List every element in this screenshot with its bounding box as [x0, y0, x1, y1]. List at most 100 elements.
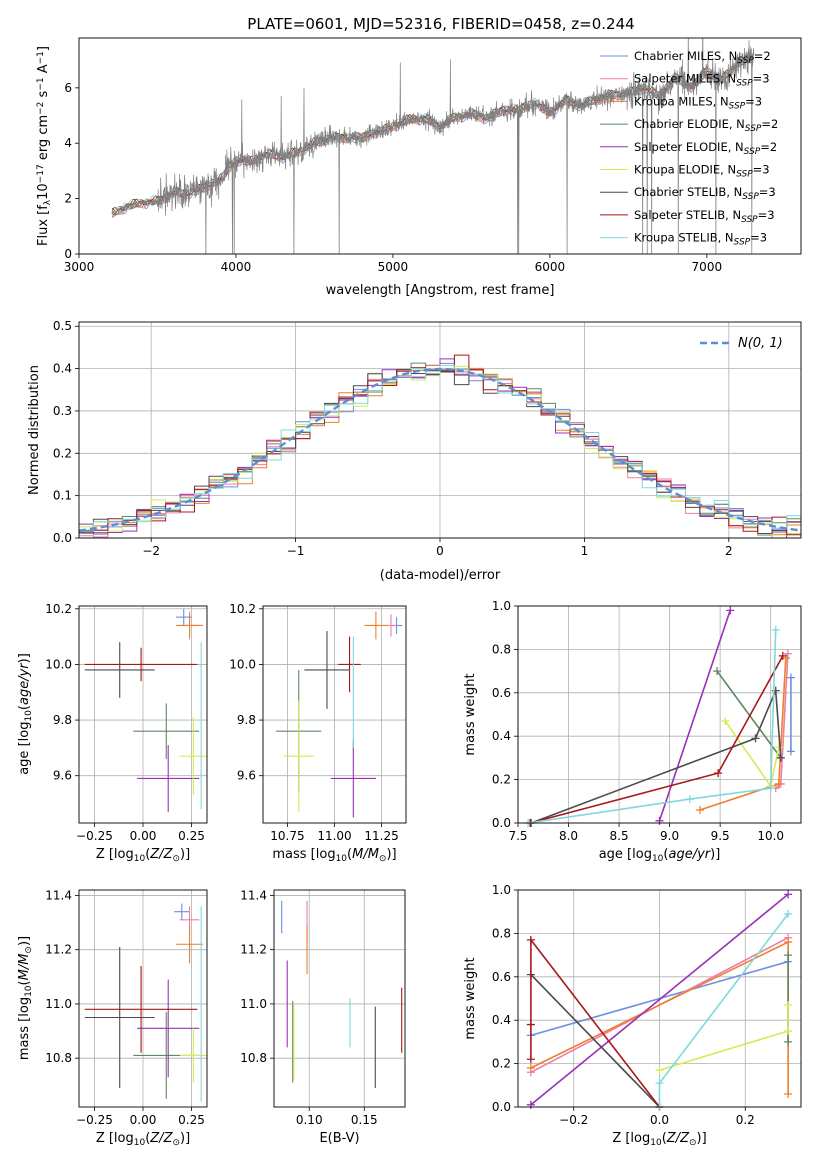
residuals-ytick-label: 0.2 — [53, 446, 72, 460]
massweight-vs-age-ylabel: mass weight — [463, 673, 478, 755]
age-vs-mass-ytick-label: 10.2 — [229, 602, 256, 616]
legend-entry-chab_stelib: Chabrier STELIB, NSSP=3 — [634, 185, 776, 202]
massweight-vs-Z-xtick-label: 0.2 — [736, 1113, 755, 1127]
age-vs-Z-ylabel-part: )] — [17, 653, 32, 663]
mass-vs-ebv-ytick-label: 11.0 — [240, 997, 267, 1011]
mass-vs-Z-ylabel: mass [log10(M/M⊙)] — [17, 936, 34, 1060]
age-vs-Z-xlabel-part: ⊙ — [172, 854, 180, 864]
massweight-vs-age-line-salp_elodie — [658, 610, 731, 822]
residuals-axes: −2 −1 0 1 2 0.0 0.1 0.2 0.3 0.4 0.5 — [53, 319, 801, 558]
legend-entry-chab_miles-part: SSP — [737, 56, 754, 66]
massweight-vs-age-ytick-label: 0.2 — [492, 773, 511, 787]
massweight-vs-Z-marker-krou_miles — [784, 1089, 793, 1098]
massweight-vs-age-ytick-label: 0.0 — [492, 816, 511, 830]
massweight-vs-age-marker-salp_stelib — [714, 769, 723, 778]
mass-vs-Z-ylabel-part: )] — [17, 936, 32, 946]
age-vs-mass-xlabel-part: mass [log — [272, 847, 335, 862]
mass-vs-ebv-frame — [273, 889, 406, 1108]
legend-entry-salp_miles-part: SSP — [736, 78, 753, 88]
massweight-vs-age-ytick-label: 0.6 — [492, 686, 511, 700]
spectrum-xlabel: wavelength [Angstrom, rest frame] — [326, 283, 555, 298]
residuals-ytick-label: 0.5 — [53, 319, 72, 333]
residuals-xlabel: (data-model)/error — [380, 568, 501, 583]
massweight-vs-age-xlabel-part: age/yr — [668, 847, 711, 862]
massweight-vs-Z-ytick-label: 0.2 — [492, 1057, 511, 1071]
massweight-vs-Z-xlabel-part: ⊙ — [689, 1138, 697, 1148]
massweight-vs-age-xlabel-part: ( — [663, 847, 668, 862]
legend-entry-chab_miles-part: =2 — [754, 49, 771, 63]
age-vs-Z-ylabel-part: age [log — [17, 722, 32, 775]
legend-entry-chab_elodie: Chabrier ELODIE, NSSP=2 — [634, 117, 778, 134]
age-vs-mass-xlabel-part: )] — [386, 847, 396, 862]
mass-vs-Z-xtick-label: 0.00 — [130, 1113, 157, 1127]
massweight-vs-Z-marker-krou_stelib — [784, 909, 793, 918]
massweight-vs-Z-ytick-label: 0.8 — [492, 926, 511, 940]
massweight-vs-Z-marker-salp_elodie — [784, 890, 793, 899]
spectrum-ylabel-part: −17 — [36, 164, 46, 183]
massweight-vs-age-marker-krou_elodie — [721, 717, 730, 726]
mass-vs-Z-xlabel-part: ( — [145, 1131, 150, 1146]
residuals-ylabel: Normed distribution — [27, 365, 42, 495]
age-vs-Z-xlabel: Z [log10(Z/Z⊙)] — [96, 847, 190, 864]
spectrum-ylabel-part: 10 — [36, 183, 51, 200]
age-vs-mass-xlabel-part: ( — [347, 847, 352, 862]
age-vs-Z-ylabel: age [log10(age/yr)] — [17, 653, 34, 775]
legend-entry-krou_miles: Kroupa MILES, NSSP=3 — [634, 94, 762, 111]
mass-vs-Z-ylabel-part: M/M — [17, 954, 32, 981]
residuals-ytick-label: 0.0 — [53, 531, 72, 545]
mass-vs-Z-xlabel-part: Z [log — [96, 1131, 134, 1146]
massweight-vs-age-xtick-label: 9.0 — [660, 829, 679, 843]
spectrum-ytick-label: 4 — [64, 136, 72, 150]
mass-vs-Z-ytick-label: 11.4 — [45, 888, 72, 902]
mass-vs-Z-ylabel-part: ⊙ — [24, 946, 34, 954]
massweight-vs-age-xtick-label: 8.0 — [559, 829, 578, 843]
age-vs-mass-frame — [262, 605, 407, 824]
age-vs-Z-ylabel-part: age/yr — [17, 662, 32, 705]
mass-vs-Z-ytick-label: 10.8 — [45, 1051, 72, 1065]
massweight-vs-Z-line-chab_miles — [530, 960, 789, 1037]
massweight-vs-age-axes: 7.5 8.0 8.5 9.0 9.5 10.0 0.0 0.2 0.4 0.6 0.8 1.0 — [492, 599, 801, 843]
massweight-vs-Z-line-krou_stelib — [658, 913, 789, 1107]
massweight-vs-age-ytick-label: 0.8 — [492, 642, 511, 656]
residuals-xtick-label: −1 — [287, 544, 305, 558]
age-vs-Z-axes: −0.25 0.00 0.25 9.6 9.8 10.0 10.2 — [45, 602, 207, 843]
spectrum-ylabel-part: −2 — [36, 102, 46, 115]
massweight-vs-Z-line-krou_elodie — [659, 1005, 789, 1071]
age-vs-mass-ytick-label: 9.8 — [237, 713, 256, 727]
residuals-xtick-label: −2 — [142, 544, 160, 558]
massweight-vs-age-xlabel: age [log10(age/yr)] — [599, 847, 721, 864]
legend-entry-salp_miles-part: Salpeter MILES, N — [634, 72, 736, 86]
massweight-vs-age-xtick-label: 10.0 — [757, 829, 784, 843]
age-vs-Z-xtick-label: −0.25 — [76, 829, 113, 843]
mass-vs-Z-xlabel-part: ⊙ — [172, 1138, 180, 1148]
age-vs-Z-xtick-label: 0.00 — [130, 829, 157, 843]
mass-vs-Z-xlabel-part: Z/Z — [149, 1131, 173, 1146]
mass-vs-Z-ylabel-part: 10 — [24, 985, 34, 997]
massweight-vs-Z-xlabel-part: Z/Z — [666, 1131, 690, 1146]
mass-vs-ebv-xtick-label: 0.10 — [296, 1113, 323, 1127]
massweight-vs-Z-xtick-label: 0.0 — [650, 1113, 669, 1127]
legend-entry-krou_miles-part: =3 — [745, 94, 762, 108]
age-vs-mass-xtick-label: 11.25 — [364, 829, 398, 843]
legend-entry-krou_stelib-part: SSP — [734, 237, 751, 247]
legend-entry-chab_stelib-part: SSP — [742, 192, 759, 202]
mass-vs-ebv-ytick-label: 10.8 — [240, 1051, 267, 1065]
mass-vs-Z-xtick-label: 0.25 — [178, 1113, 205, 1127]
massweight-vs-age-xtick-label: 7.5 — [508, 829, 527, 843]
residuals-ytick-label: 0.1 — [53, 489, 72, 503]
age-vs-mass-xlabel-part: M/M — [352, 847, 379, 862]
spectrum-ylabel-part: −1 — [36, 51, 46, 64]
age-vs-Z-frame — [78, 605, 208, 824]
legend-entry-chab_miles: Chabrier MILES, NSSP=2 — [634, 49, 771, 66]
massweight-vs-Z-xlabel: Z [log10(Z/Z⊙)] — [612, 1131, 706, 1148]
massweight-vs-age-marker-krou_miles — [695, 805, 704, 814]
age-vs-Z-xlabel-part: )] — [180, 847, 190, 862]
age-vs-mass-ytick-label: 9.6 — [237, 769, 256, 783]
legend-entry-salp_stelib: Salpeter STELIB, NSSP=3 — [634, 208, 775, 225]
age-vs-Z-xlabel-part: Z [log — [96, 847, 134, 862]
legend-entry-chab_miles-part: Chabrier MILES, N — [634, 49, 737, 63]
mass-vs-Z-axes: −0.25 0.00 0.25 10.8 11.0 11.2 11.4 — [45, 888, 207, 1127]
massweight-vs-age-xlabel-part: )] — [710, 847, 720, 862]
massweight-vs-Z-marker-krou_elodie — [784, 1027, 793, 1036]
spectrum-ylabel-part: Flux [f — [36, 205, 51, 246]
